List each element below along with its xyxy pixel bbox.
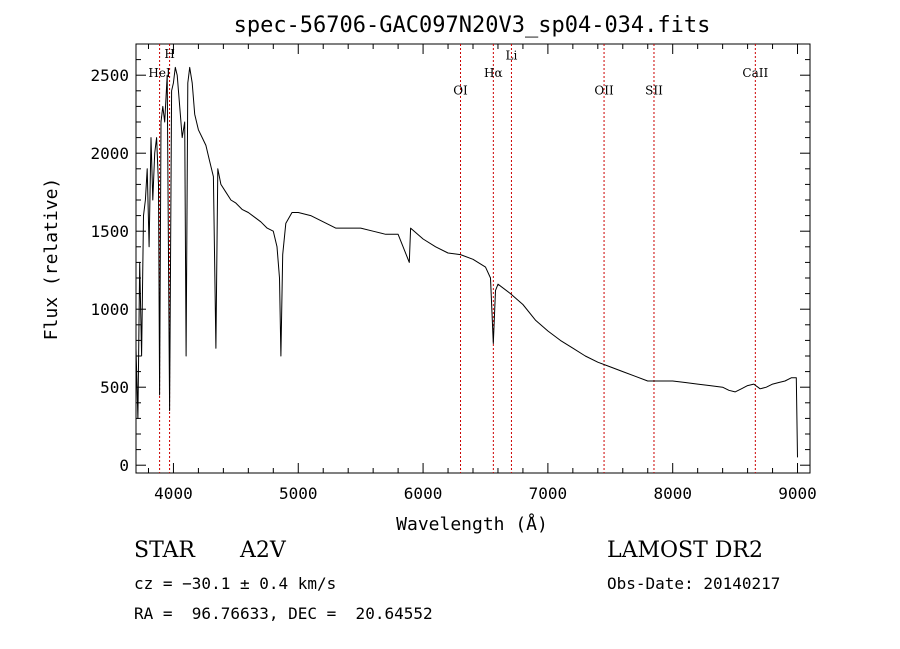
coordinates: RA = 96.76633, DEC = 20.64552 xyxy=(134,604,433,623)
spectral-line-label: OII xyxy=(594,84,614,98)
y-tick-label: 0 xyxy=(119,456,129,475)
y-axis-label: Flux (relative) xyxy=(41,178,62,341)
y-tick-label: 1500 xyxy=(90,222,129,241)
plot-area: 4000 5000 6000 7000 8000 9000 0 500 1000 1500 2000… xyxy=(90,43,817,503)
object-subclass: A2V xyxy=(240,538,286,563)
chart-title: spec-56706-GAC097N20V3_sp04-034.fits xyxy=(234,13,711,38)
x-tick-label: 9000 xyxy=(778,484,817,503)
y-tick-label: 2500 xyxy=(90,66,129,85)
x-tick-label: 5000 xyxy=(279,484,318,503)
y-tick-label: 2000 xyxy=(90,144,129,163)
x-tick-label: 4000 xyxy=(154,484,193,503)
x-tick-label: 6000 xyxy=(404,484,443,503)
spectral-line-label: Hα xyxy=(484,66,503,80)
spectral-line-label: OI xyxy=(453,84,468,98)
observation-date: Obs-Date: 20140217 xyxy=(607,574,781,593)
redshift-velocity: cz = −30.1 ± 0.4 km/s xyxy=(134,574,337,593)
plot-frame xyxy=(135,43,811,474)
spectrum-line xyxy=(135,66,798,458)
object-type: STAR xyxy=(134,538,195,563)
x-tick-label: 7000 xyxy=(529,484,568,503)
spectral-line-label: HeI xyxy=(148,66,171,80)
survey-name: LAMOST DR2 xyxy=(607,538,763,563)
y-tick-label: 1000 xyxy=(90,300,129,319)
spectral-line-label: H xyxy=(164,47,174,61)
spectral-line-label: SII xyxy=(645,84,663,98)
spectral-line-label: Li xyxy=(506,49,518,63)
y-tick-label: 500 xyxy=(100,378,129,397)
x-axis-label: Wavelength (Å) xyxy=(396,513,548,535)
x-tick-label: 8000 xyxy=(653,484,692,503)
spectral-line-label: CaII xyxy=(742,66,768,80)
